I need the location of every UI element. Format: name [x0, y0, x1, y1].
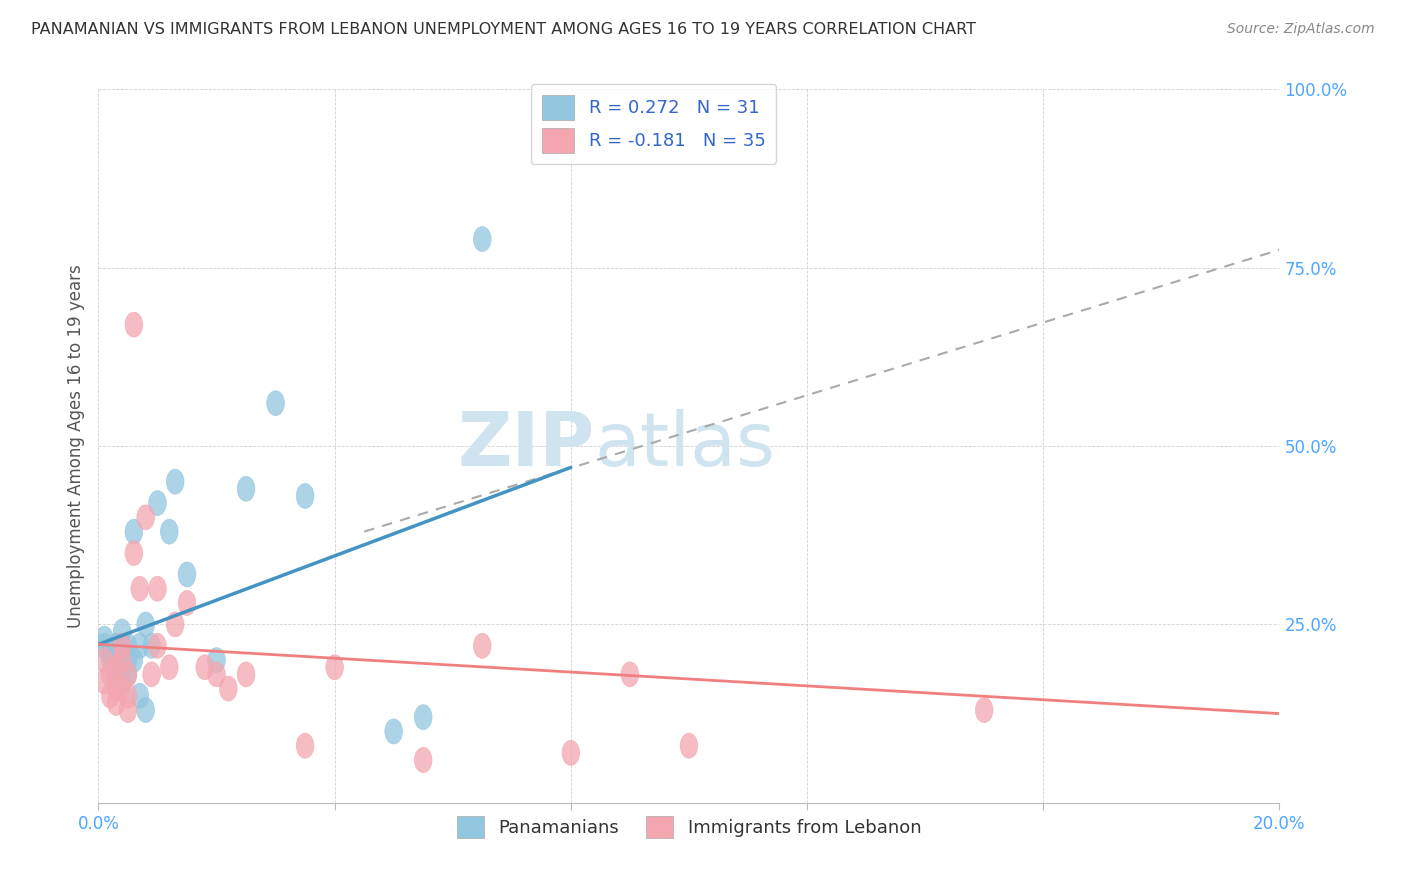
Text: Source: ZipAtlas.com: Source: ZipAtlas.com	[1227, 22, 1375, 37]
Ellipse shape	[143, 662, 160, 687]
Ellipse shape	[297, 733, 314, 758]
Ellipse shape	[136, 698, 155, 723]
Text: atlas: atlas	[595, 409, 776, 483]
Ellipse shape	[112, 633, 131, 658]
Ellipse shape	[107, 690, 125, 715]
Ellipse shape	[125, 648, 143, 673]
Ellipse shape	[208, 662, 225, 687]
Ellipse shape	[101, 640, 120, 665]
Ellipse shape	[160, 519, 179, 544]
Ellipse shape	[976, 698, 993, 723]
Ellipse shape	[160, 655, 179, 680]
Ellipse shape	[326, 655, 343, 680]
Ellipse shape	[415, 705, 432, 730]
Ellipse shape	[112, 619, 131, 644]
Ellipse shape	[238, 662, 254, 687]
Ellipse shape	[179, 591, 195, 615]
Ellipse shape	[120, 633, 136, 658]
Ellipse shape	[120, 648, 136, 673]
Ellipse shape	[219, 676, 238, 701]
Ellipse shape	[474, 227, 491, 252]
Ellipse shape	[149, 633, 166, 658]
Ellipse shape	[96, 633, 114, 658]
Legend: Panamanians, Immigrants from Lebanon: Panamanians, Immigrants from Lebanon	[447, 807, 931, 847]
Ellipse shape	[143, 633, 160, 658]
Ellipse shape	[101, 662, 120, 687]
Ellipse shape	[112, 648, 131, 673]
Ellipse shape	[474, 633, 491, 658]
Ellipse shape	[120, 698, 136, 723]
Ellipse shape	[107, 655, 125, 680]
Ellipse shape	[107, 633, 125, 658]
Ellipse shape	[107, 662, 125, 687]
Ellipse shape	[238, 476, 254, 501]
Ellipse shape	[125, 519, 143, 544]
Text: ZIP: ZIP	[457, 409, 595, 483]
Ellipse shape	[136, 612, 155, 637]
Ellipse shape	[125, 312, 143, 337]
Ellipse shape	[125, 541, 143, 566]
Ellipse shape	[385, 719, 402, 744]
Ellipse shape	[297, 483, 314, 508]
Text: PANAMANIAN VS IMMIGRANTS FROM LEBANON UNEMPLOYMENT AMONG AGES 16 TO 19 YEARS COR: PANAMANIAN VS IMMIGRANTS FROM LEBANON UN…	[31, 22, 976, 37]
Ellipse shape	[101, 648, 120, 673]
Ellipse shape	[195, 655, 214, 680]
Ellipse shape	[166, 469, 184, 494]
Ellipse shape	[149, 491, 166, 516]
Ellipse shape	[107, 655, 125, 680]
Y-axis label: Unemployment Among Ages 16 to 19 years: Unemployment Among Ages 16 to 19 years	[66, 264, 84, 628]
Ellipse shape	[267, 391, 284, 416]
Ellipse shape	[101, 683, 120, 708]
Ellipse shape	[415, 747, 432, 772]
Ellipse shape	[96, 626, 114, 651]
Ellipse shape	[681, 733, 697, 758]
Ellipse shape	[208, 648, 225, 673]
Ellipse shape	[112, 669, 131, 694]
Ellipse shape	[107, 676, 125, 701]
Ellipse shape	[96, 648, 114, 673]
Ellipse shape	[120, 662, 136, 687]
Ellipse shape	[120, 683, 136, 708]
Ellipse shape	[131, 633, 149, 658]
Ellipse shape	[96, 669, 114, 694]
Ellipse shape	[621, 662, 638, 687]
Ellipse shape	[112, 633, 131, 658]
Ellipse shape	[120, 662, 136, 687]
Ellipse shape	[149, 576, 166, 601]
Ellipse shape	[131, 576, 149, 601]
Ellipse shape	[131, 683, 149, 708]
Ellipse shape	[112, 676, 131, 701]
Ellipse shape	[562, 740, 579, 765]
Ellipse shape	[136, 505, 155, 530]
Ellipse shape	[166, 612, 184, 637]
Ellipse shape	[179, 562, 195, 587]
